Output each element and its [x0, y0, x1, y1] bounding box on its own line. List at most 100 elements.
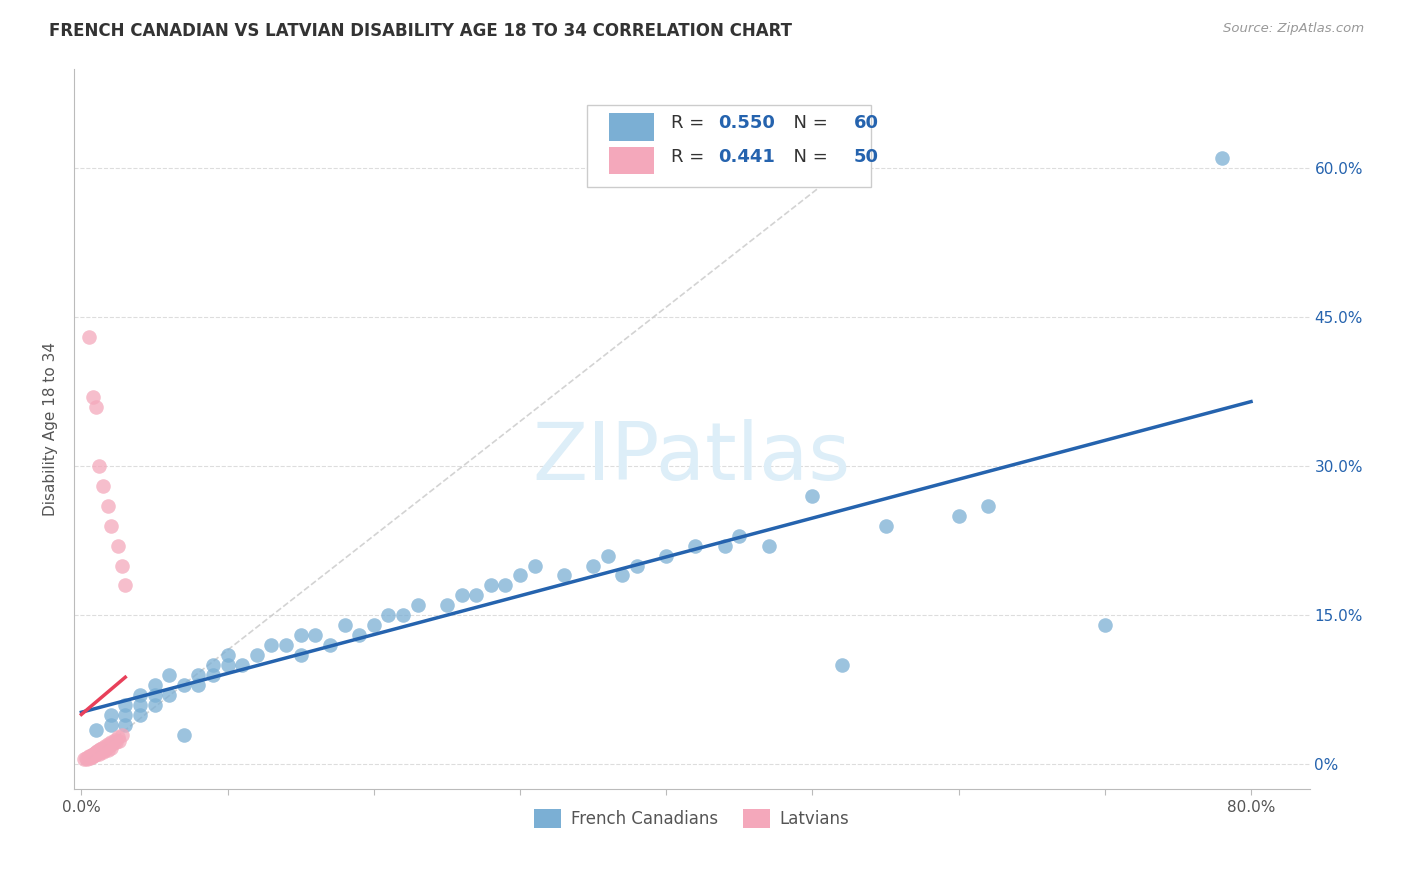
Point	[107, 539, 129, 553]
Point	[90, 744, 112, 758]
Point	[728, 529, 751, 543]
Point	[83, 747, 105, 761]
Text: 50: 50	[853, 148, 879, 166]
Point	[108, 733, 131, 747]
Point	[392, 608, 415, 623]
Point	[436, 599, 458, 613]
Point	[713, 539, 735, 553]
Point	[84, 746, 107, 760]
Point	[82, 749, 104, 764]
Point	[87, 747, 110, 762]
Point	[685, 539, 707, 553]
Text: R =: R =	[671, 114, 710, 132]
Text: 60: 60	[853, 114, 879, 132]
Point	[114, 698, 136, 712]
Point	[76, 752, 98, 766]
Point	[84, 747, 107, 762]
Point	[612, 568, 634, 582]
Point	[173, 678, 195, 692]
Point	[157, 688, 180, 702]
Point	[231, 657, 253, 672]
Point	[87, 743, 110, 757]
Point	[75, 751, 97, 765]
Text: ZIPatlas: ZIPatlas	[533, 418, 851, 497]
Point	[79, 751, 101, 765]
Point	[333, 618, 356, 632]
Point	[347, 628, 370, 642]
Point	[100, 518, 122, 533]
Point	[80, 748, 103, 763]
Point	[290, 648, 312, 662]
Point	[406, 599, 429, 613]
Point	[143, 688, 166, 702]
Point	[201, 657, 224, 672]
Point	[114, 707, 136, 722]
Point	[582, 558, 605, 573]
Point	[875, 518, 897, 533]
Point	[465, 588, 488, 602]
Point	[87, 459, 110, 474]
Point	[377, 608, 399, 623]
Point	[97, 499, 120, 513]
Point	[114, 717, 136, 731]
Point	[274, 638, 297, 652]
Point	[143, 698, 166, 712]
Point	[100, 735, 122, 749]
Point	[96, 741, 118, 756]
Point	[128, 698, 150, 712]
Point	[98, 739, 121, 754]
Point	[304, 628, 326, 642]
Point	[479, 578, 502, 592]
Point	[509, 568, 531, 582]
Point	[90, 741, 112, 756]
Point	[91, 479, 114, 493]
Point	[82, 390, 104, 404]
Text: Source: ZipAtlas.com: Source: ZipAtlas.com	[1223, 22, 1364, 36]
Point	[77, 330, 100, 344]
Point	[114, 578, 136, 592]
Point	[201, 668, 224, 682]
Point	[246, 648, 269, 662]
Point	[801, 489, 824, 503]
Point	[73, 752, 96, 766]
Text: N =: N =	[782, 148, 834, 166]
Point	[596, 549, 619, 563]
Point	[143, 678, 166, 692]
FancyBboxPatch shape	[609, 147, 654, 175]
Point	[363, 618, 385, 632]
Point	[100, 741, 122, 756]
Point	[77, 750, 100, 764]
Point	[128, 688, 150, 702]
Point	[97, 738, 120, 752]
Point	[111, 558, 134, 573]
Point	[104, 732, 127, 747]
Point	[80, 750, 103, 764]
Point	[79, 749, 101, 764]
FancyBboxPatch shape	[586, 104, 870, 187]
Point	[84, 723, 107, 737]
Point	[290, 628, 312, 642]
Y-axis label: Disability Age 18 to 34: Disability Age 18 to 34	[44, 342, 58, 516]
Point	[494, 578, 516, 592]
FancyBboxPatch shape	[609, 113, 654, 141]
Point	[977, 499, 1000, 513]
Point	[91, 746, 114, 760]
Point	[105, 735, 128, 749]
Point	[655, 549, 678, 563]
Point	[103, 735, 125, 749]
Point	[948, 508, 970, 523]
Point	[101, 738, 124, 752]
Point	[83, 748, 105, 763]
Point	[157, 668, 180, 682]
Point	[77, 749, 100, 764]
Point	[758, 539, 780, 553]
Text: 0.441: 0.441	[717, 148, 775, 166]
Point	[86, 747, 108, 761]
Point	[187, 678, 209, 692]
Point	[100, 717, 122, 731]
Point	[1211, 151, 1233, 165]
Point	[86, 744, 108, 758]
Point	[89, 742, 111, 756]
Point	[82, 747, 104, 762]
Point	[523, 558, 546, 573]
